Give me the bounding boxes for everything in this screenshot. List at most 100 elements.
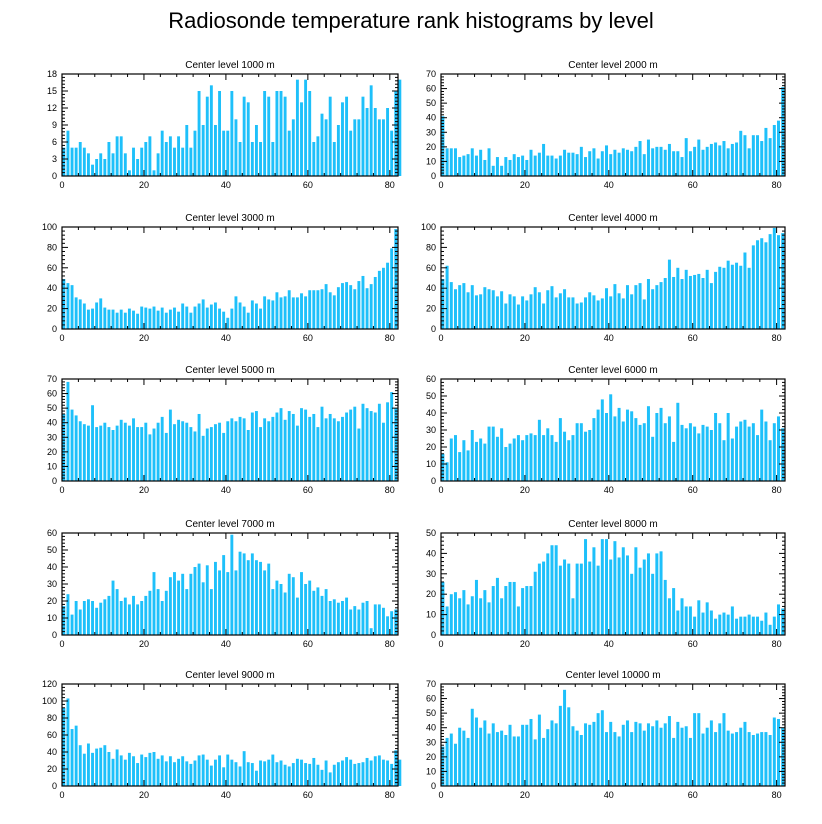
y-tick-label: 70 [47,374,57,384]
x-tick-label: 60 [303,333,313,343]
histogram-panel-9: Center level 9000 m 0 20 40 60 80 0 20 40 60 80 100… [42,670,402,800]
histogram-bar [365,288,369,329]
histogram-bar [361,762,365,786]
histogram-bar [617,736,621,786]
histogram-bar [777,416,781,481]
histogram-bar [453,592,457,635]
histogram-bar [529,294,533,329]
histogram-bar [500,598,504,635]
histogram-bar [341,283,344,329]
histogram-bar [193,760,197,786]
histogram-bar [613,284,617,329]
histogram-bar [283,296,287,329]
histogram-bar [259,561,262,635]
histogram-bar [107,752,111,786]
histogram-bar [646,723,650,786]
histogram-bar [353,763,357,786]
histogram-bar [722,713,726,786]
histogram-bar [735,426,739,481]
histogram-bar [218,422,222,481]
histogram-bar [588,151,592,176]
histogram-bar [764,127,768,176]
histogram-bar [111,758,115,786]
y-tick-label: 40 [47,418,57,428]
histogram-bar [95,607,99,635]
histogram-bar [144,422,148,481]
x-tick-label: 40 [221,639,231,649]
histogram-bar [353,289,357,329]
histogram-bar [193,130,197,176]
histogram-bar [115,312,119,329]
histogram-bar [474,155,478,176]
histogram-bar [735,262,739,329]
histogram-bar [250,763,254,786]
histogram-bar [718,266,722,329]
histogram-bar [600,298,604,329]
histogram-bar [751,616,755,635]
histogram-bar [230,418,234,481]
histogram-bar [246,102,250,176]
histogram-bar [144,757,148,786]
histogram-bar [74,415,78,481]
y-tick-label: 10 [47,613,57,623]
histogram-bar [546,155,550,176]
histogram-bar [596,565,600,635]
histogram-bar [74,601,78,635]
histogram-panel-7: Center level 7000 m 0 20 40 60 80 0 10 20 30 40 50 6… [47,519,399,649]
histogram-bar [308,580,312,635]
histogram-bar [377,270,381,329]
histogram-bar [152,306,156,329]
y-tick-label: 18 [47,69,57,79]
histogram-bar [533,571,537,635]
histogram-bar [349,285,353,329]
histogram-bar [705,602,709,635]
histogram-bar [295,597,299,635]
histogram-bar [160,130,164,176]
histogram-bar [680,157,684,176]
histogram-bar [341,416,344,481]
histogram-bar [500,730,504,786]
histogram-bar [66,698,70,786]
histogram-bar [390,130,394,176]
histogram-bar [177,419,181,481]
histogram-bar [651,573,655,635]
histogram-bar [642,423,646,481]
histogram-bar [495,296,499,329]
histogram-bar [441,116,445,176]
histogram-bar [336,762,340,786]
y-tick-label: 10 [47,461,57,471]
histogram-bar [781,87,785,176]
histogram-bar [474,717,478,786]
histogram-bar [78,745,82,786]
histogram-bar [659,727,663,786]
histogram-bar [390,763,394,786]
histogram-bar [222,311,226,329]
histogram-bar [491,586,495,635]
histogram-bar [279,91,283,176]
histogram-bar [91,405,94,481]
histogram-bar [230,759,234,786]
histogram-bar [295,79,299,176]
histogram-bar [189,763,193,786]
x-tick-label: 0 [438,790,443,800]
x-tick-label: 40 [221,180,231,190]
y-tick-label: 60 [426,84,436,94]
histogram-bar [230,91,234,176]
x-tick-label: 60 [688,790,698,800]
histogram-bar [316,587,320,635]
histogram-bar [777,718,781,786]
histogram-bar [259,142,262,176]
y-tick-label: 20 [426,589,436,599]
histogram-bar [554,723,558,786]
histogram-bar [82,424,86,481]
histogram-bar [625,555,629,635]
y-tick-label: 40 [47,562,57,572]
histogram-bar [99,153,103,176]
histogram-bar [390,611,394,635]
histogram-bar [271,589,275,635]
histogram-bar [684,138,688,176]
histogram-bar [760,732,764,786]
histogram-bar [772,423,776,481]
histogram-bar [66,594,70,635]
histogram-bar [537,563,541,635]
